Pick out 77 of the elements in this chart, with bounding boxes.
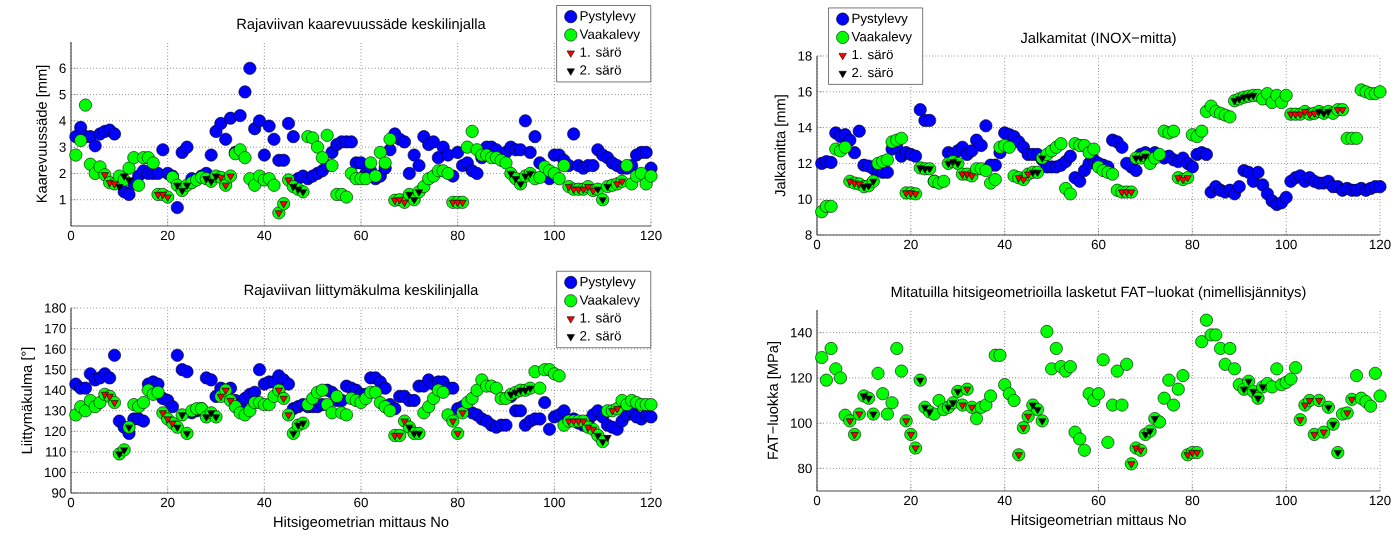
x-tick-label: 60 [1091, 239, 1106, 250]
y-tick-label: 130 [45, 406, 66, 416]
x-tick-label: 100 [1276, 495, 1297, 506]
y-tick-label: 100 [45, 467, 66, 478]
x-tick-label: 120 [640, 497, 662, 508]
legend-label: Vaakalevy [851, 31, 912, 45]
y-tick-label: 80 [798, 463, 812, 474]
y-tick-label: 3 [59, 142, 66, 152]
legend-label: 2. särö [580, 331, 621, 341]
y-tick-label: 140 [791, 327, 812, 338]
legend-label: 2. särö [580, 65, 621, 75]
y-axis-title: FAT−luokka [MPa] [767, 341, 781, 459]
x-tick-label: 0 [67, 497, 75, 508]
x-tick-label: 20 [160, 497, 175, 508]
x-tick-label: 60 [354, 230, 368, 241]
x-tick-label: 0 [813, 239, 821, 250]
y-tick-label: 14 [798, 123, 812, 133]
x-tick-label: 80 [450, 497, 465, 508]
y-tick-label: 140 [45, 385, 66, 395]
x-tick-label: 100 [544, 497, 565, 508]
x-tick-label: 40 [257, 230, 272, 241]
x-tick-label: 20 [160, 230, 175, 241]
y-tick-label: 6 [59, 63, 66, 74]
y-tick-label: 90 [52, 488, 66, 498]
x-tick-label: 120 [1369, 495, 1391, 506]
y-tick-label: 2 [59, 168, 66, 179]
x-tick-label: 120 [1369, 239, 1391, 250]
x-tick-label: 40 [997, 495, 1012, 506]
x-tick-label: 80 [450, 230, 465, 241]
y-tick-label: 5 [59, 89, 66, 100]
y-tick-label: 10 [798, 194, 812, 204]
y-tick-label: 16 [798, 87, 812, 97]
x-tick-label: 20 [904, 495, 918, 506]
point [216, 393, 225, 401]
legend-label: Pystylevy [852, 13, 908, 26]
chart-title: Mitatuilla hitsigeometrioilla lasketut FAT−luokat (nimellisjännitys) [891, 286, 1306, 300]
y-tick-label: 120 [45, 426, 66, 437]
legend-label: Vaakalevy [579, 294, 641, 308]
x-tick-label: 60 [1091, 495, 1106, 506]
y-tick-label: 4 [59, 116, 66, 126]
x-tick-label: 20 [904, 239, 918, 250]
y-tick-label: 120 [791, 373, 812, 383]
y-axis-title: Kaarevuussäde [mm] [36, 65, 50, 203]
x-tick-label: 80 [1185, 495, 1200, 506]
x-axis-title: Hitsigeometrian mittaus No [1011, 514, 1186, 528]
y-axis-title: Jalkamitta [mm] [774, 95, 789, 197]
y-axis-title: Liittymäkulma [°] [21, 347, 35, 454]
x-tick-label: 0 [67, 230, 75, 241]
y-tick-label: 110 [46, 447, 66, 457]
chart-title: Jalkamitat (INOX−mitta) [1020, 32, 1176, 46]
y-tick-label: 150 [45, 364, 66, 375]
legend-label: Pystylevy [580, 276, 636, 290]
legend-label: 1. särö [580, 47, 621, 57]
legend-label: 1. särö [580, 313, 621, 323]
chart-title: Rajaviivan liittymäkulma keskilinjalla [244, 284, 479, 298]
x-tick-label: 0 [813, 495, 821, 506]
chart-title: Rajaviivan kaarevuussäde keskilinjalla [237, 18, 486, 32]
y-tick-label: 170 [45, 323, 66, 334]
y-tick-label: 100 [791, 418, 812, 428]
legend-label: Vaakalevy [579, 29, 641, 42]
x-tick-label: 40 [257, 497, 272, 508]
x-tick-label: 60 [354, 497, 368, 508]
x-axis-title: Hitsigeometrian mittaus No [274, 516, 449, 530]
x-tick-label: 100 [544, 230, 565, 241]
y-tick-label: 12 [798, 158, 812, 169]
x-tick-label: 100 [1276, 239, 1297, 250]
legend-label: 2. särö [852, 67, 893, 78]
x-tick-label: 80 [1185, 239, 1200, 250]
y-tick-label: 160 [45, 344, 66, 354]
legend-label: 1. särö [852, 49, 893, 60]
x-tick-label: 40 [997, 239, 1012, 250]
y-tick-label: 180 [45, 303, 66, 313]
legend-label: Pystylevy [580, 10, 636, 24]
x-tick-label: 120 [640, 230, 662, 241]
y-tick-label: 18 [798, 51, 812, 61]
y-tick-label: 8 [805, 230, 812, 240]
y-tick-label: 1 [59, 195, 66, 205]
